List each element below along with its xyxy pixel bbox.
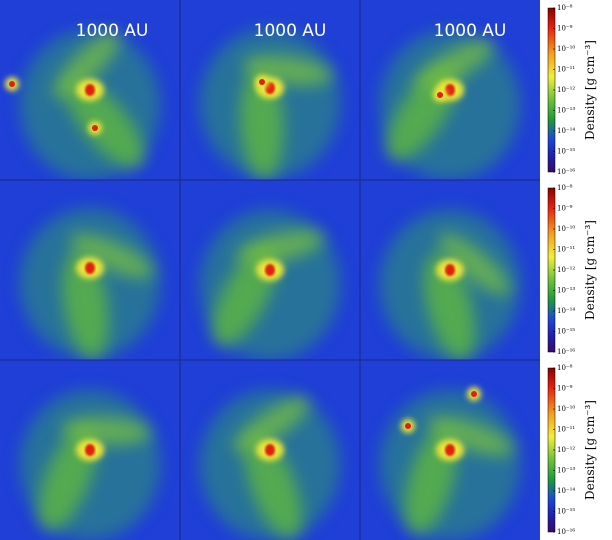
- colorbar-tick-label: 10⁻¹¹: [557, 66, 575, 74]
- density-maps: [0, 0, 540, 540]
- colorbar-tick-label: 10⁻¹⁵: [557, 328, 575, 336]
- filament: [53, 31, 120, 99]
- colorbar-label: Density [g cm⁻³]: [583, 400, 597, 500]
- colorbar-tick-label: 10⁻¹⁰: [557, 225, 575, 233]
- colorbar-tick-label: 10⁻⁸: [557, 184, 573, 192]
- colorbar-tick-label: 10⁻¹¹: [557, 246, 575, 254]
- colorbar-tick-label: 10⁻⁸: [557, 364, 573, 372]
- filament: [413, 40, 494, 91]
- colorbar-tick-label: 10⁻¹²: [557, 266, 575, 274]
- colorbar-tick-label: 10⁻¹⁵: [557, 508, 575, 516]
- filament: [61, 416, 151, 445]
- colorbar-tick-label: 10⁻¹⁰: [557, 405, 575, 413]
- colorbar-tick-label: 10⁻⁸: [557, 4, 573, 12]
- colorbar-tick-label: 10⁻¹²: [557, 446, 575, 454]
- core: [85, 84, 95, 96]
- colorbar-tick-label: 10⁻¹⁶: [557, 348, 575, 356]
- colorbar-tick-label: 10⁻⁹: [557, 385, 573, 393]
- core: [85, 262, 95, 274]
- scale-label: 1000 AU: [434, 21, 507, 41]
- core: [92, 125, 98, 131]
- core: [445, 84, 455, 96]
- filament: [65, 78, 145, 168]
- core: [265, 264, 275, 276]
- colorbar-tick-label: 10⁻¹⁵: [557, 148, 575, 156]
- core: [85, 444, 95, 456]
- core: [9, 81, 15, 87]
- colorbar-tick-label: 10⁻⁹: [557, 25, 573, 33]
- colorbar-tick-label: 10⁻¹³: [557, 287, 575, 295]
- core: [445, 264, 455, 276]
- core: [259, 79, 265, 85]
- core: [265, 444, 275, 456]
- colorbar-tick-label: 10⁻¹⁶: [557, 528, 575, 536]
- colorbar-tick-label: 10⁻¹⁴: [557, 127, 575, 135]
- colorbar-tick-label: 10⁻¹²: [557, 86, 575, 94]
- core: [445, 444, 455, 456]
- core: [471, 391, 477, 397]
- filament: [236, 230, 325, 265]
- colorbar-label: Density [g cm⁻³]: [583, 220, 597, 320]
- filament: [244, 434, 302, 539]
- scale-label: 1000 AU: [254, 21, 327, 41]
- filament: [423, 252, 475, 360]
- core: [437, 92, 443, 98]
- colorbar-tick-label: 10⁻⁹: [557, 205, 573, 213]
- filament: [70, 233, 154, 279]
- colorbar-label: Density [g cm⁻³]: [583, 40, 597, 140]
- core: [405, 423, 411, 429]
- colorbar-tick-label: 10⁻¹⁴: [557, 487, 575, 495]
- colorbar-tick-label: 10⁻¹³: [557, 467, 575, 475]
- filament: [427, 416, 514, 456]
- colorbar-tick-label: 10⁻¹⁶: [557, 168, 575, 176]
- filament: [233, 397, 310, 453]
- filament: [438, 233, 510, 296]
- colorbar-tick-label: 10⁻¹⁴: [557, 307, 575, 315]
- colorbar-tick-label: 10⁻¹¹: [557, 426, 575, 434]
- colorbar-tick-label: 10⁻¹⁰: [557, 45, 575, 53]
- scale-label: 1000 AU: [76, 21, 149, 41]
- colorbar-tick-label: 10⁻¹³: [557, 107, 575, 115]
